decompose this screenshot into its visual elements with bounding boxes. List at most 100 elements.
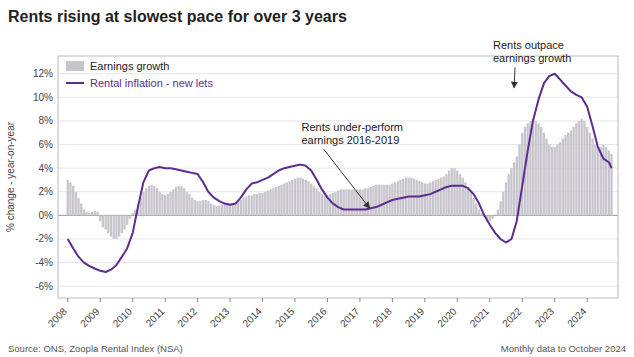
bar [548, 145, 550, 216]
x-tick [489, 298, 490, 302]
x-tick [165, 298, 166, 302]
bar [126, 215, 128, 224]
bar [605, 147, 607, 215]
x-tick [100, 298, 101, 302]
bar [372, 186, 374, 216]
bar [88, 213, 90, 215]
bar [578, 121, 580, 215]
y-tick-label: 0% [39, 210, 54, 221]
bar [567, 133, 569, 216]
grid-line [58, 73, 618, 74]
bar [178, 186, 180, 216]
bar [110, 215, 112, 236]
x-tick-label: 2014 [240, 305, 264, 329]
bar [608, 150, 610, 215]
bar [77, 198, 79, 216]
bar [270, 189, 272, 215]
bar [75, 192, 77, 216]
bar [429, 182, 431, 215]
bar [491, 215, 493, 219]
bar [334, 192, 336, 216]
annotation-line: Rents under-perform [301, 121, 403, 133]
bar [591, 139, 593, 216]
y-tick-label: 8% [39, 115, 54, 126]
bar [421, 182, 423, 215]
bar [575, 123, 577, 215]
bar [445, 174, 447, 215]
bar [443, 176, 445, 215]
bar [551, 147, 553, 215]
bar [180, 186, 182, 216]
bar [437, 179, 439, 216]
bar [562, 139, 564, 216]
x-tick-label: 2016 [305, 305, 329, 329]
bar [94, 211, 96, 216]
x-tick [587, 298, 588, 302]
bar [543, 133, 545, 216]
bar [288, 181, 290, 215]
x-tick-label: 2021 [468, 305, 492, 329]
bar [516, 156, 518, 215]
source-left: Source: ONS, Zoopla Rental Index (NSA) [8, 343, 183, 354]
x-tick-label: 2018 [370, 305, 394, 329]
y-tick-label: -4% [35, 257, 53, 268]
bar [83, 209, 85, 215]
bar [589, 133, 591, 216]
bar [329, 194, 331, 215]
bar [505, 182, 507, 215]
bar [297, 178, 299, 216]
bar [242, 198, 244, 216]
x-tick-label: 2020 [435, 305, 459, 329]
bar [597, 147, 599, 215]
bar [224, 204, 226, 216]
bar [510, 168, 512, 215]
bar [129, 215, 131, 219]
bar [199, 201, 201, 215]
bar [451, 168, 453, 215]
bar [286, 182, 288, 215]
y-tick-label: 6% [39, 139, 54, 150]
bar [191, 198, 193, 216]
bar [324, 195, 326, 215]
bar [532, 119, 534, 216]
bar [69, 182, 71, 215]
legend-label: Earnings growth [90, 60, 170, 72]
bar [380, 185, 382, 216]
bar [96, 212, 98, 216]
bar [583, 121, 585, 215]
bar [218, 206, 220, 215]
bar [307, 181, 309, 215]
bar [99, 215, 101, 221]
bar [494, 215, 496, 216]
bar [499, 201, 501, 215]
bar [554, 147, 556, 215]
bar [291, 180, 293, 215]
bar [340, 189, 342, 215]
bar [159, 192, 161, 216]
bar [221, 205, 223, 216]
x-tick [294, 298, 295, 302]
bar [207, 201, 209, 215]
bar [345, 189, 347, 215]
bar [537, 123, 539, 215]
bar [375, 185, 377, 216]
bar [600, 147, 602, 215]
x-tick [554, 298, 555, 302]
y-tick-label: 4% [39, 163, 54, 174]
bar [361, 189, 363, 215]
bar [245, 196, 247, 215]
plot-marks [67, 74, 613, 272]
bar [508, 174, 510, 215]
bar [513, 162, 515, 215]
bar [253, 194, 255, 215]
bar [280, 185, 282, 216]
bar [467, 187, 469, 215]
y-grid [58, 74, 618, 286]
bar [456, 171, 458, 216]
bar [261, 193, 263, 215]
bar [462, 178, 464, 216]
bar [86, 212, 88, 216]
legend-swatch [66, 82, 84, 84]
y-tick-label: 2% [39, 186, 54, 197]
bar [186, 192, 188, 216]
